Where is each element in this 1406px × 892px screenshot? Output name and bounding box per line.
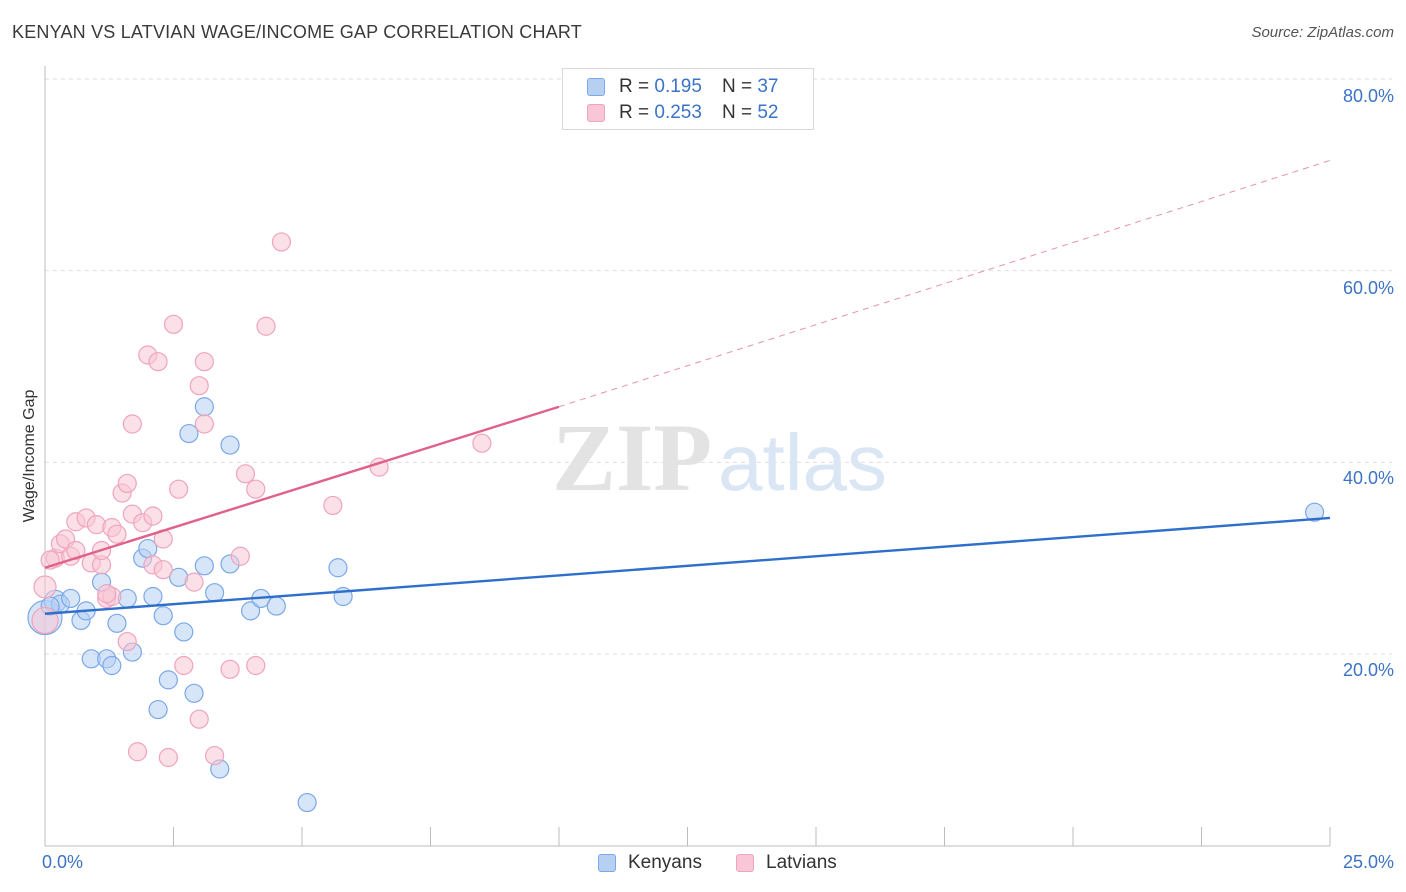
latvians-point: [194, 352, 214, 372]
latvians-point: [323, 495, 343, 516]
latvians-point: [158, 747, 178, 768]
latvians-point: [122, 414, 142, 434]
kenyans-point: [1304, 502, 1325, 522]
kenyans-point: [241, 601, 261, 621]
x-tick-label-max: 25.0%: [1342, 852, 1394, 872]
latvians-point: [220, 659, 240, 679]
latvians-point: [97, 584, 117, 604]
latvians-point: [256, 316, 276, 336]
grid-lines: [45, 78, 1392, 655]
latvians-point: [127, 742, 148, 762]
kenyans-point: [184, 683, 204, 703]
kenyans-point: [143, 586, 163, 607]
chart-source: Source: ZipAtlas.com: [1251, 24, 1394, 41]
latvians-point: [174, 655, 194, 676]
legend-label: Latvians: [766, 852, 837, 873]
y-tick-label-40: 40.0%: [1342, 468, 1394, 488]
latvians-point: [117, 473, 137, 494]
legend-label: Kenyans: [628, 852, 702, 873]
y-axis-label: Wage/Income Gap: [21, 389, 38, 523]
x-tick-label-min: 0.0%: [42, 852, 84, 872]
data-points: [27, 232, 1325, 813]
kenyans-point: [194, 556, 214, 576]
latvians-point: [31, 606, 59, 635]
kenyans-point: [220, 435, 240, 455]
r-label: R =: [619, 76, 650, 97]
kenyans-point: [179, 423, 199, 444]
kenyans-point: [205, 583, 225, 603]
legend-item-latvians[interactable]: Latvians: [736, 852, 837, 874]
chart-title: KENYAN VS LATVIAN WAGE/INCOME GAP CORREL…: [12, 22, 582, 42]
latvians-point: [33, 575, 57, 599]
y-tick-label-80: 80.0%: [1342, 86, 1394, 106]
n-label: N =: [721, 76, 753, 97]
n-label: N =: [721, 102, 753, 123]
kenyans-point: [102, 655, 122, 676]
latvians-point: [246, 479, 266, 499]
correlation-legend: R = 0.195 N = 37 R = 0.253 N = 52: [562, 68, 814, 130]
latvians-point: [235, 464, 256, 484]
latvians-point: [184, 572, 204, 592]
latvians-point: [189, 376, 209, 396]
latvians-point: [153, 560, 173, 580]
kenyans-swatch: [598, 854, 616, 872]
kenyans-swatch: [587, 78, 605, 96]
latvians-trend-extension: [558, 159, 1331, 408]
kenyans-point: [174, 622, 194, 642]
trend-lines: [44, 159, 1331, 615]
latvians-point: [148, 352, 168, 372]
kenyans-point: [107, 613, 127, 633]
kenyans-point: [153, 606, 173, 626]
latvians-point: [230, 546, 250, 566]
kenyans-point: [61, 588, 81, 609]
legend-item-kenyans[interactable]: Kenyans: [598, 852, 702, 874]
y-tick-label-20: 20.0%: [1342, 660, 1394, 680]
watermark: ZIP atlas: [552, 404, 887, 511]
latvians-swatch: [587, 104, 605, 122]
r-label: R =: [619, 102, 650, 123]
latvians-point: [66, 540, 86, 561]
kenyans-point: [158, 670, 178, 690]
latvians-point: [472, 433, 492, 453]
latvians-point: [189, 709, 209, 729]
latvians-point: [246, 655, 266, 676]
watermark-atlas: atlas: [718, 418, 887, 507]
latvians-point: [117, 631, 137, 652]
series-legend: Kenyans Latvians: [0, 852, 1406, 876]
kenyans-point: [194, 397, 214, 417]
latvians-point: [205, 745, 225, 766]
kenyans-point: [297, 792, 317, 813]
latvians-point: [107, 524, 127, 544]
kenyans-point: [148, 699, 168, 720]
latvians-point: [271, 232, 292, 252]
kenyans-point: [138, 538, 158, 559]
latvians-point: [143, 506, 163, 526]
latvians-point: [169, 479, 189, 499]
latvians-swatch: [736, 854, 754, 872]
r-value: 0.195: [654, 76, 702, 97]
legend-row-latvians: R = 0.253 N = 52: [587, 101, 778, 125]
y-tick-label-60: 60.0%: [1342, 278, 1394, 298]
latvians-point: [194, 414, 214, 434]
n-value: 37: [757, 76, 779, 97]
legend-row-kenyans: R = 0.195 N = 37: [587, 75, 778, 99]
n-value: 52: [757, 102, 779, 123]
latvians-point: [163, 314, 184, 334]
watermark-zip: ZIP: [552, 404, 712, 511]
latvians-trend-line: [44, 405, 560, 569]
kenyans-point: [266, 596, 286, 616]
kenyans-point: [328, 558, 348, 578]
axes: [44, 66, 1331, 847]
kenyans-trend-line: [44, 516, 1331, 615]
r-value: 0.253: [654, 102, 702, 123]
